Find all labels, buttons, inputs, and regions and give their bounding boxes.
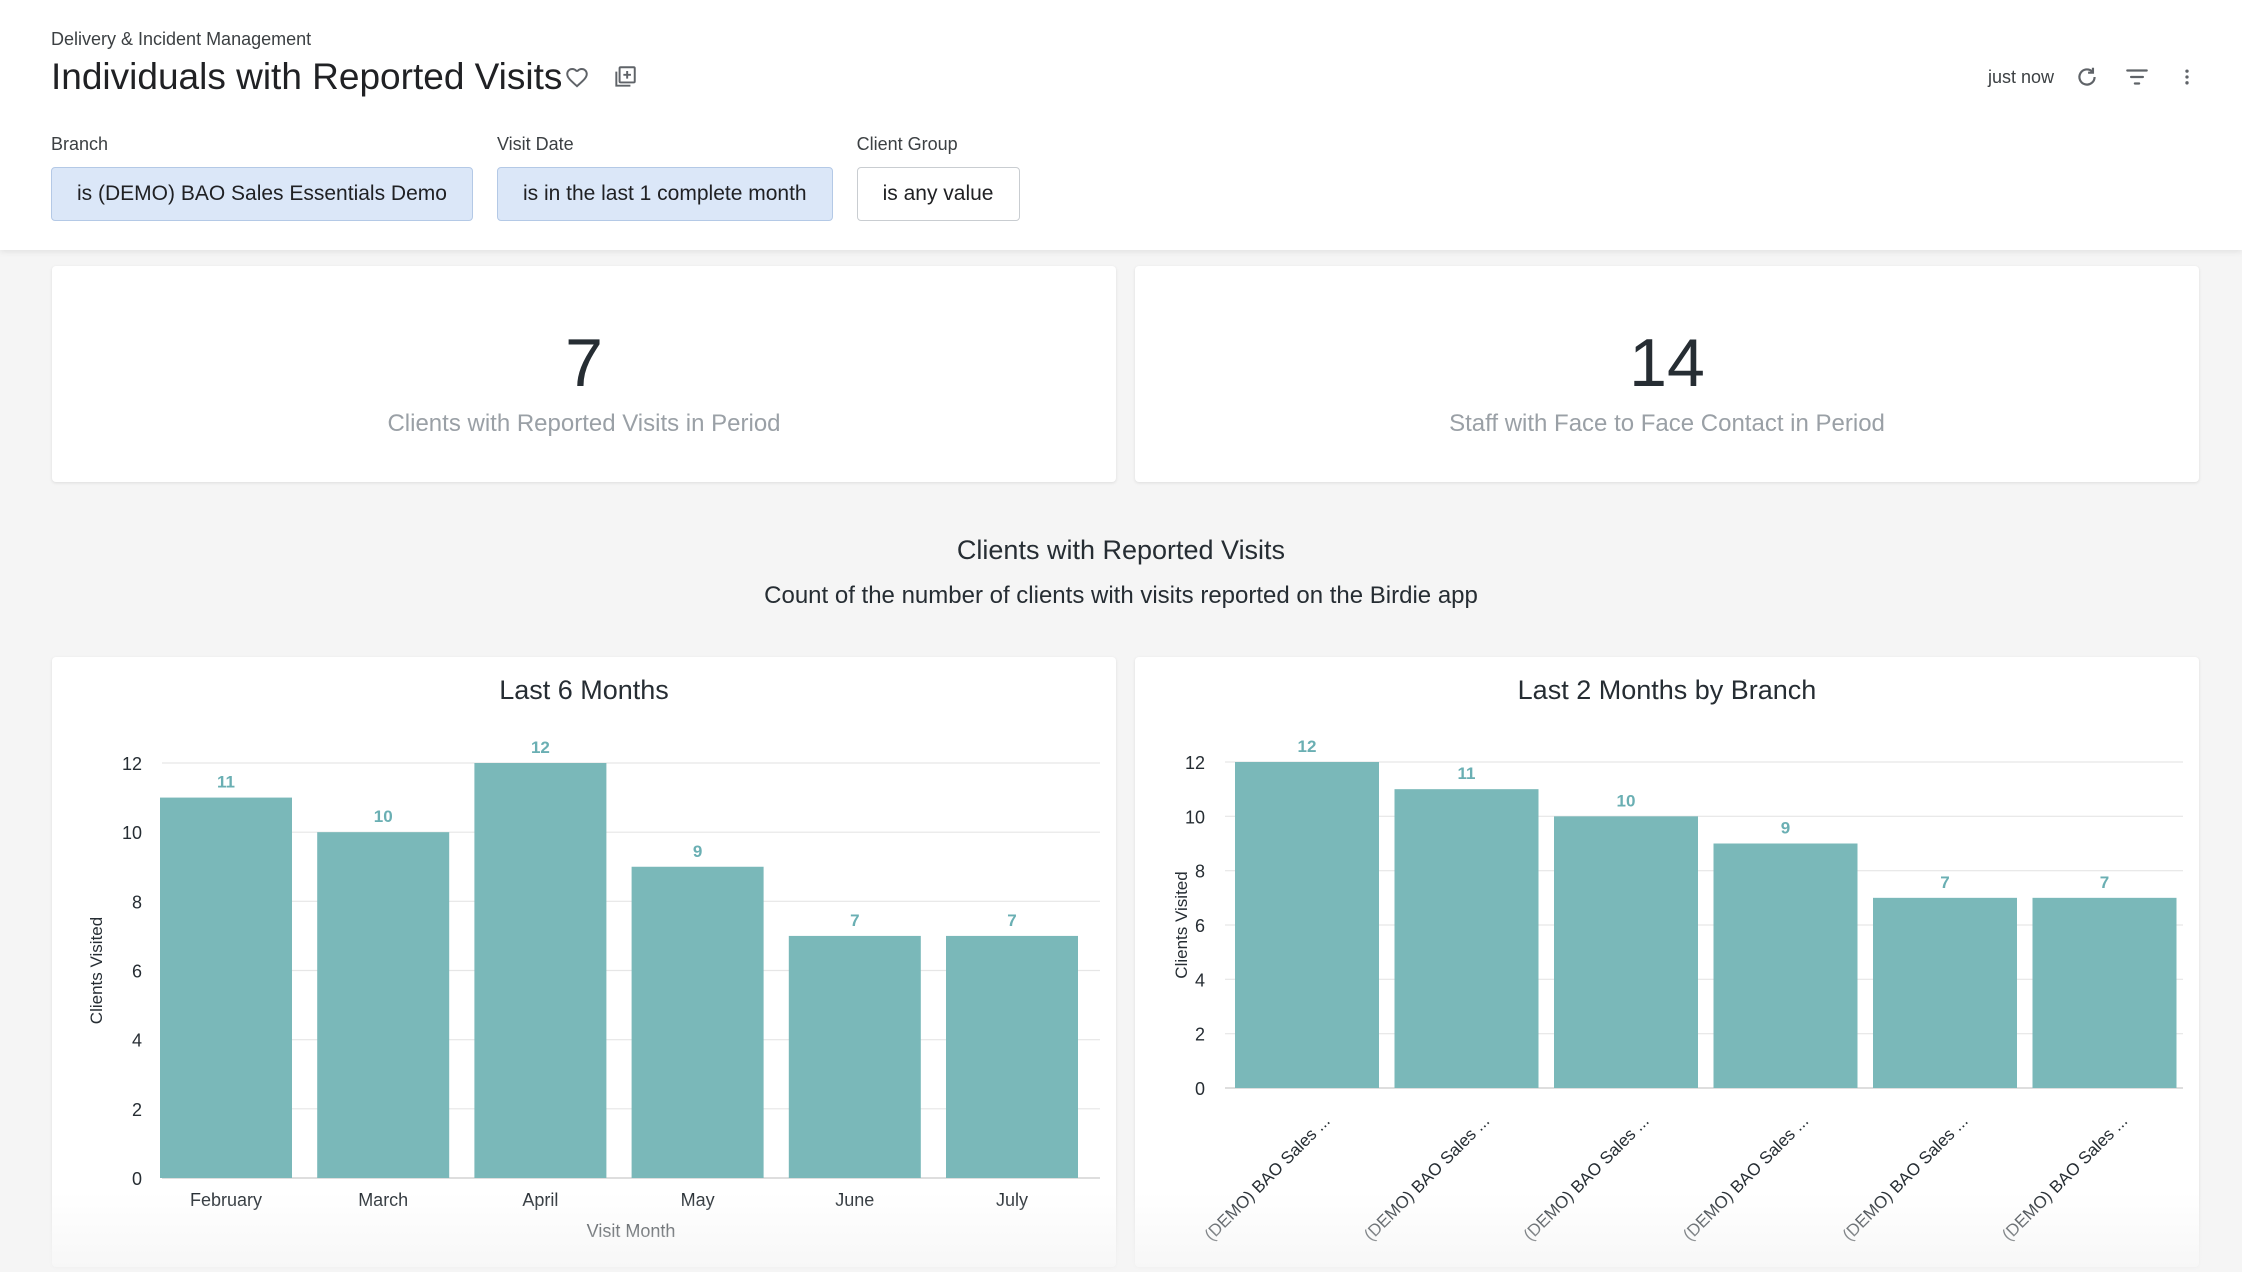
bar[interactable] xyxy=(1873,897,2017,1088)
y-tick-label: 12 xyxy=(1185,753,1205,773)
x-axis-label: Visit Month xyxy=(587,1221,676,1241)
bar[interactable] xyxy=(160,797,292,1178)
filter-chip[interactable]: is any value xyxy=(856,167,1020,221)
bar[interactable] xyxy=(1554,816,1698,1088)
y-tick-label: 6 xyxy=(132,962,142,982)
filter-group: Client Group is any value xyxy=(856,134,1020,221)
bar[interactable] xyxy=(1394,789,1539,1088)
filter-label: Client Group xyxy=(856,134,958,154)
filter-group: Visit Date is in the last 1 complete mont… xyxy=(496,134,833,221)
kpi-value: 14 xyxy=(1629,325,1705,401)
page-title: Individuals with Reported Visits xyxy=(51,56,563,97)
add-to-board-icon[interactable] xyxy=(610,62,640,92)
filter-group: Branch is (DEMO) BAO Sales Essentials Dem… xyxy=(51,134,473,221)
chart-title: Last 6 Months xyxy=(499,675,669,705)
data-label: 7 xyxy=(850,911,859,930)
filter-label: Branch xyxy=(51,134,109,154)
last-updated-text: just now xyxy=(1987,66,2054,87)
x-tick-label: May xyxy=(681,1190,715,1210)
data-label: 9 xyxy=(693,842,702,861)
x-tick-label: (DEMO) BAO Sales ... xyxy=(1839,1111,1972,1244)
data-label: 12 xyxy=(531,738,550,757)
filter-icon[interactable] xyxy=(2122,62,2152,92)
bar[interactable] xyxy=(1713,843,1858,1089)
kpi-label: Staff with Face to Face Contact in Perio… xyxy=(1449,410,1885,437)
y-tick-label: 0 xyxy=(132,1169,142,1189)
refresh-icon[interactable] xyxy=(2072,62,2102,92)
dashboard-header: Delivery & Incident Management Individua… xyxy=(0,0,2242,250)
kpi-tile-staff[interactable]: 14 Staff with Face to Face Contact in Pe… xyxy=(1135,266,2199,482)
x-tick-label: (DEMO) BAO Sales ... xyxy=(1998,1111,2131,1244)
x-tick-label: February xyxy=(190,1190,262,1210)
x-tick-label: (DEMO) BAO Sales ... xyxy=(1201,1111,1334,1244)
y-tick-label: 2 xyxy=(1195,1025,1205,1045)
x-tick-label: June xyxy=(835,1190,874,1210)
x-tick-label: (DEMO) BAO Sales ... xyxy=(1360,1111,1493,1244)
x-tick-label: March xyxy=(358,1190,408,1210)
bar-chart-last-2-months-by-branch: 0 2 4 6 8 10 12 Clients Visited 12 (DEMO) BAO Sal… xyxy=(1172,737,2183,1244)
chart-tile-last-6-months[interactable]: Last 6 Months 0 2 4 6 8 10 12 Clients Visited 11… xyxy=(52,657,1116,1267)
chart-tile-last-2-months-by-branch[interactable]: Last 2 Months by Branch 0 2 4 6 8 10 12 Clients… xyxy=(1135,657,2199,1267)
y-axis-label: Clients Visited xyxy=(87,917,106,1024)
x-tick-label: (DEMO) BAO Sales ... xyxy=(1520,1111,1653,1244)
kpi-value: 7 xyxy=(565,325,603,401)
bar[interactable] xyxy=(788,935,921,1178)
bar[interactable] xyxy=(1235,762,1379,1088)
y-tick-label: 12 xyxy=(122,754,142,774)
bar[interactable] xyxy=(631,866,764,1178)
x-tick-label: April xyxy=(522,1190,558,1210)
x-tick-label: July xyxy=(996,1190,1028,1210)
data-label: 10 xyxy=(1617,791,1636,810)
filter-chip[interactable]: is in the last 1 complete month xyxy=(496,167,833,221)
filter-bar: Branch is (DEMO) BAO Sales Essentials Dem… xyxy=(51,134,1020,221)
data-label: 7 xyxy=(1007,911,1016,930)
kpi-tile-clients[interactable]: 7 Clients with Reported Visits in Period xyxy=(52,266,1116,482)
bar[interactable] xyxy=(2032,897,2177,1088)
data-label: 11 xyxy=(217,773,235,792)
bar[interactable] xyxy=(474,763,607,1178)
breadcrumb[interactable]: Delivery & Incident Management xyxy=(51,29,312,49)
y-tick-label: 4 xyxy=(1195,970,1205,990)
bar[interactable] xyxy=(946,935,1078,1178)
more-vert-icon[interactable] xyxy=(2172,62,2202,92)
y-tick-label: 4 xyxy=(132,1031,142,1051)
bar[interactable] xyxy=(317,832,450,1178)
y-axis-label: Clients Visited xyxy=(1172,871,1191,978)
data-label: 10 xyxy=(374,807,393,826)
bar-chart-last-6-months: 0 2 4 6 8 10 12 Clients Visited 11 February 10 Marc… xyxy=(87,738,1100,1241)
data-label: 9 xyxy=(1781,819,1790,838)
data-label: 7 xyxy=(1940,873,1949,892)
y-tick-label: 6 xyxy=(1195,916,1205,936)
chart-title: Last 2 Months by Branch xyxy=(1517,675,1817,705)
section-subtitle: Count of the number of clients with visi… xyxy=(764,582,1478,609)
data-label: 11 xyxy=(1458,764,1476,783)
heart-icon[interactable] xyxy=(562,62,592,92)
filter-chip[interactable]: is (DEMO) BAO Sales Essentials Demo xyxy=(51,167,473,221)
y-tick-label: 0 xyxy=(1195,1079,1205,1099)
y-tick-label: 8 xyxy=(1195,862,1205,882)
filter-label: Visit Date xyxy=(496,134,574,154)
y-tick-label: 10 xyxy=(122,823,142,843)
y-tick-label: 10 xyxy=(1185,807,1205,827)
section-title: Clients with Reported Visits xyxy=(956,535,1286,565)
data-label: 12 xyxy=(1298,737,1317,756)
y-tick-label: 2 xyxy=(132,1100,142,1120)
y-tick-label: 8 xyxy=(132,892,142,912)
x-tick-label: (DEMO) BAO Sales ... xyxy=(1679,1111,1812,1244)
kpi-label: Clients with Reported Visits in Period xyxy=(387,410,781,437)
data-label: 7 xyxy=(2100,873,2109,892)
